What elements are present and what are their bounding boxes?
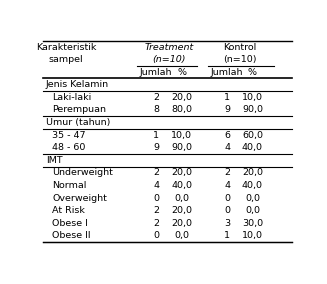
Text: 4: 4 bbox=[224, 143, 230, 152]
Text: 10,0: 10,0 bbox=[242, 93, 263, 102]
Text: %: % bbox=[248, 68, 257, 77]
Text: Jenis Kelamin: Jenis Kelamin bbox=[46, 80, 109, 89]
Text: 8: 8 bbox=[153, 105, 159, 114]
Text: Perempuan: Perempuan bbox=[52, 105, 106, 114]
Text: Underweight: Underweight bbox=[52, 168, 113, 177]
Text: 10,0: 10,0 bbox=[242, 231, 263, 240]
Text: Umur (tahun): Umur (tahun) bbox=[46, 118, 110, 127]
Text: 2: 2 bbox=[153, 206, 159, 215]
Text: %: % bbox=[177, 68, 186, 77]
Text: 1: 1 bbox=[224, 231, 230, 240]
Text: 20,0: 20,0 bbox=[242, 168, 263, 177]
Text: 0: 0 bbox=[224, 193, 230, 202]
Text: 60,0: 60,0 bbox=[242, 131, 263, 139]
Text: 4: 4 bbox=[153, 181, 159, 190]
Text: Overweight: Overweight bbox=[52, 193, 107, 202]
Text: 20,0: 20,0 bbox=[171, 206, 192, 215]
Text: 0: 0 bbox=[153, 193, 159, 202]
Text: Treatment
(n=10): Treatment (n=10) bbox=[144, 43, 194, 64]
Text: 20,0: 20,0 bbox=[171, 93, 192, 102]
Text: 40,0: 40,0 bbox=[242, 143, 263, 152]
Text: 9: 9 bbox=[153, 143, 159, 152]
Text: 2: 2 bbox=[224, 168, 230, 177]
Text: 1: 1 bbox=[224, 93, 230, 102]
Text: At Risk: At Risk bbox=[52, 206, 85, 215]
Text: 2: 2 bbox=[153, 168, 159, 177]
Text: Jumlah: Jumlah bbox=[211, 68, 243, 77]
Text: 40,0: 40,0 bbox=[242, 181, 263, 190]
Text: 4: 4 bbox=[224, 181, 230, 190]
Text: 30,0: 30,0 bbox=[242, 219, 263, 228]
Text: 0: 0 bbox=[153, 231, 159, 240]
Text: 1: 1 bbox=[153, 131, 159, 139]
Text: 0,0: 0,0 bbox=[245, 193, 260, 202]
Text: 90,0: 90,0 bbox=[242, 105, 263, 114]
Text: Normal: Normal bbox=[52, 181, 87, 190]
Text: 0,0: 0,0 bbox=[174, 193, 189, 202]
Text: 35 - 47: 35 - 47 bbox=[52, 131, 86, 139]
Text: 0,0: 0,0 bbox=[174, 231, 189, 240]
Text: Obese I: Obese I bbox=[52, 219, 88, 228]
Text: 2: 2 bbox=[153, 93, 159, 102]
Text: 6: 6 bbox=[224, 131, 230, 139]
Text: 40,0: 40,0 bbox=[171, 181, 192, 190]
Text: 0,0: 0,0 bbox=[245, 206, 260, 215]
Text: 20,0: 20,0 bbox=[171, 168, 192, 177]
Text: IMT: IMT bbox=[46, 156, 62, 165]
Text: Kontrol
(n=10): Kontrol (n=10) bbox=[223, 43, 257, 64]
Text: Laki-laki: Laki-laki bbox=[52, 93, 92, 102]
Text: Karakteristik
sampel: Karakteristik sampel bbox=[36, 43, 96, 64]
Text: 2: 2 bbox=[153, 219, 159, 228]
Text: 20,0: 20,0 bbox=[171, 219, 192, 228]
Text: 0: 0 bbox=[224, 206, 230, 215]
Text: Jumlah: Jumlah bbox=[140, 68, 172, 77]
Text: 9: 9 bbox=[224, 105, 230, 114]
Text: Obese II: Obese II bbox=[52, 231, 91, 240]
Text: 80,0: 80,0 bbox=[171, 105, 192, 114]
Text: 90,0: 90,0 bbox=[171, 143, 192, 152]
Text: 10,0: 10,0 bbox=[171, 131, 192, 139]
Text: 48 - 60: 48 - 60 bbox=[52, 143, 86, 152]
Text: 3: 3 bbox=[224, 219, 230, 228]
